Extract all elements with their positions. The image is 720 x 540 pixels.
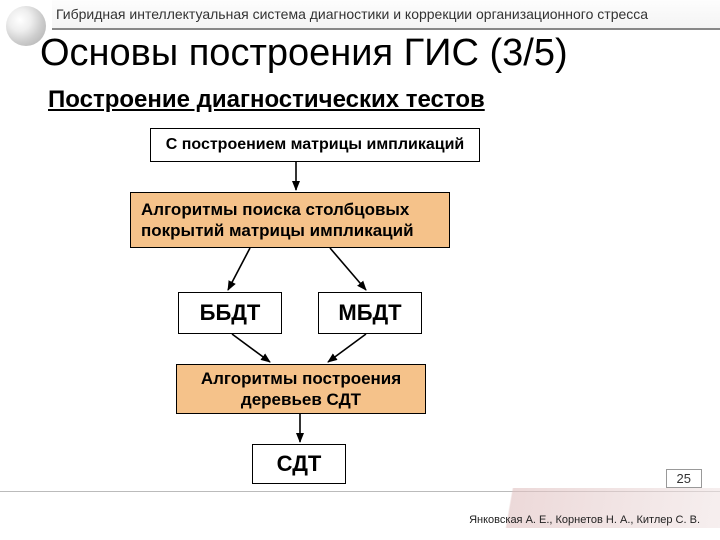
node-label: С построением матрицы импликаций (166, 135, 465, 155)
node-label: МБДТ (338, 299, 401, 327)
slide-title: Основы построения ГИС (3/5) (40, 32, 700, 75)
page-number: 25 (666, 469, 702, 488)
node-label: СДТ (277, 450, 322, 478)
node-label: Алгоритмы построения деревьев СДТ (187, 368, 415, 411)
flow-node-n6: СДТ (252, 444, 346, 484)
node-label: ББДТ (200, 299, 261, 327)
authors-line: Янковская А. Е., Корнетов Н. А., Китлер … (469, 514, 700, 526)
org-title: Гибридная интеллектуальная система диагн… (56, 6, 648, 22)
slide-subtitle: Построение диагностических тестов (48, 86, 485, 114)
flow-node-n2: Алгоритмы поиска столбцовых покрытий мат… (130, 192, 450, 248)
flow-arrows (0, 0, 720, 540)
flow-node-n3: ББДТ (178, 292, 282, 334)
flow-node-n4: МБДТ (318, 292, 422, 334)
flow-node-n5: Алгоритмы построения деревьев СДТ (176, 364, 426, 414)
flow-node-n1: С построением матрицы импликаций (150, 128, 480, 162)
node-label: Алгоритмы поиска столбцовых покрытий мат… (141, 199, 439, 242)
header-bar: Гибридная интеллектуальная система диагн… (52, 0, 720, 30)
